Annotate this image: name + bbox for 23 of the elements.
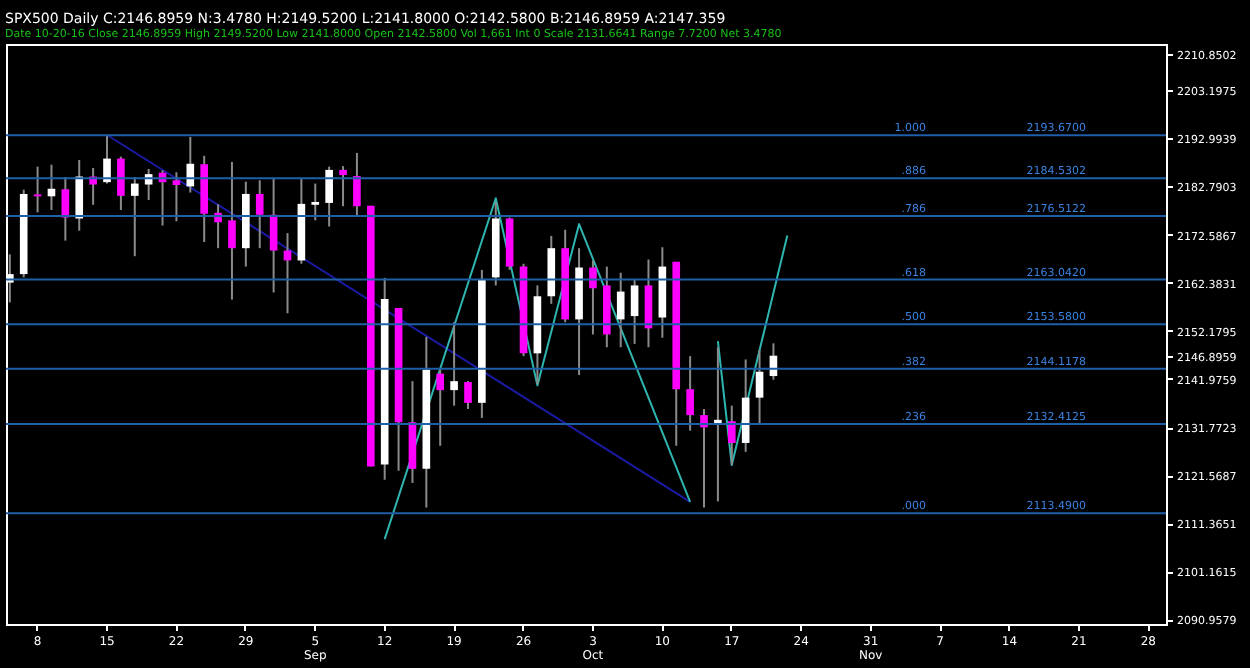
candlestick bbox=[75, 159, 84, 232]
candlestick bbox=[353, 151, 361, 217]
candlestick bbox=[589, 259, 597, 336]
candlestick bbox=[450, 321, 458, 407]
candlestick bbox=[130, 175, 139, 258]
candlestick bbox=[325, 165, 333, 228]
candlestick bbox=[103, 134, 111, 185]
candlestick bbox=[117, 155, 125, 211]
candlestick bbox=[186, 135, 195, 194]
candlestick bbox=[228, 160, 236, 301]
candlestick bbox=[255, 179, 264, 250]
candlestick bbox=[311, 182, 320, 222]
candlestick bbox=[464, 380, 472, 410]
candlestick bbox=[33, 165, 42, 214]
candlestick bbox=[339, 165, 347, 208]
candlestick bbox=[727, 404, 736, 466]
candlestick bbox=[172, 171, 181, 223]
candlestick bbox=[755, 349, 764, 426]
candlestick bbox=[686, 355, 694, 432]
candlestick bbox=[630, 278, 639, 345]
line-series bbox=[383, 197, 692, 541]
candlestick bbox=[616, 271, 625, 349]
candlestick bbox=[436, 368, 445, 447]
